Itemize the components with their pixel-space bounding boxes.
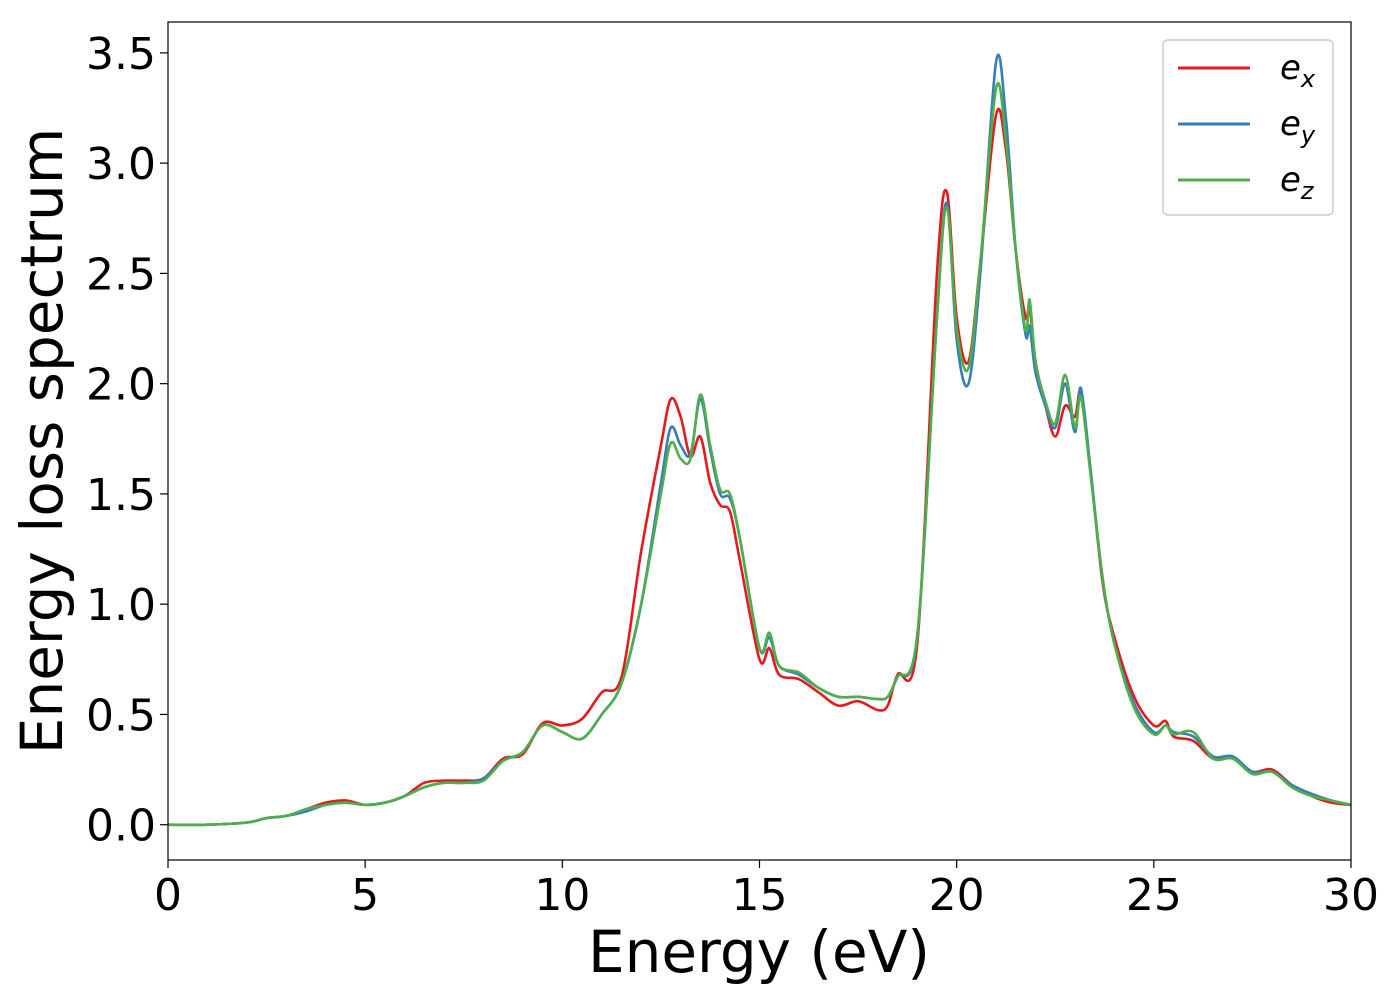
x-tick-label: 0 <box>154 870 182 921</box>
y-axis-label: Energy loss spectrum <box>8 128 76 754</box>
legend-box <box>1162 39 1334 216</box>
y-tick-label: 2.0 <box>86 360 156 411</box>
x-tick-label: 5 <box>351 870 379 921</box>
legend-label-ey: ey <box>1280 104 1316 149</box>
y-tick-label: 0.5 <box>86 690 156 741</box>
legend-label-base: e <box>1280 48 1301 88</box>
series-layer <box>168 53 1351 827</box>
y-tick-label: 3.0 <box>86 139 156 190</box>
x-tick-label: 10 <box>534 870 590 921</box>
series-line-ex <box>168 107 1351 827</box>
y-tick-label: 0.0 <box>86 801 156 852</box>
y-tick-label: 1.0 <box>86 580 156 631</box>
x-tick-label: 20 <box>929 870 985 921</box>
y-tick-label: 2.5 <box>86 249 156 300</box>
x-axis-label: Energy (eV) <box>588 918 930 986</box>
y-tick-label: 3.5 <box>86 29 156 80</box>
x-tick-label: 25 <box>1126 870 1182 921</box>
x-tick-label: 15 <box>732 870 788 921</box>
y-tick-label: 1.5 <box>86 470 156 521</box>
legend-label-ex: ex <box>1280 48 1316 93</box>
plot-area <box>167 21 1352 861</box>
legend-label-ez: ez <box>1280 160 1315 205</box>
legend-label-base: e <box>1280 160 1301 200</box>
series-line-ez <box>168 81 1351 827</box>
legend-label-subscript: y <box>1300 121 1316 149</box>
y-axis: 0.0 0.5 1.0 1.5 2.0 2.5 3.0 3.5 <box>86 29 168 852</box>
x-axis: 0 5 10 15 20 25 30 <box>154 860 1379 921</box>
legend-label-subscript: z <box>1300 177 1315 205</box>
legend-label-base: e <box>1280 104 1301 144</box>
legend-label-subscript: x <box>1300 65 1316 93</box>
x-tick-label: 30 <box>1323 870 1379 921</box>
